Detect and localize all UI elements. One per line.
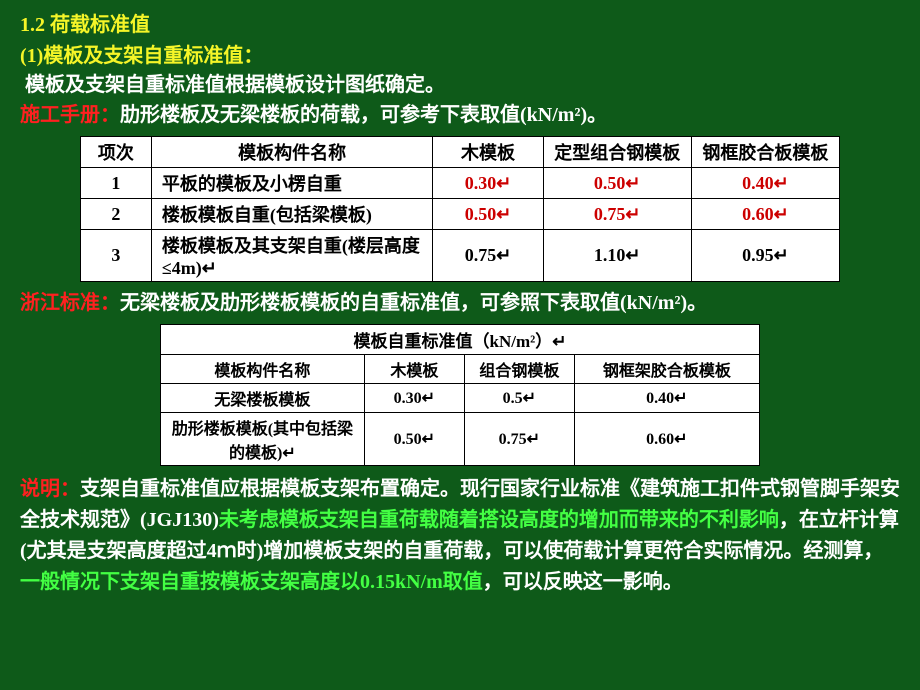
table1-header-row: 项次 模板构件名称 木模板 定型组合钢模板 钢框胶合板模板 — [81, 137, 840, 168]
t1-h0: 项次 — [81, 137, 152, 168]
table-row: 无梁楼板模板 0.30↵ 0.5↵ 0.40↵ — [161, 384, 760, 413]
manual-label: 施工手册： — [20, 104, 120, 126]
t1-h4: 钢框胶合板模板 — [691, 137, 839, 168]
section-number: 1.2 荷载标准值 — [20, 8, 900, 37]
t2-r1-c1: 0.50↵ — [364, 413, 464, 466]
table2-header-row: 模板构件名称 木模板 组合钢模板 钢框架胶合板模板 — [161, 355, 760, 384]
t1-r2-c2: 1.10↵ — [543, 230, 691, 282]
t1-r1-name: 楼板模板自重(包括梁模板) — [151, 199, 433, 230]
table-row: 肋形楼板模板(其中包括梁的模板)↵ 0.50↵ 0.75↵ 0.60↵ — [161, 413, 760, 466]
t1-r0-c2: 0.50↵ — [543, 168, 691, 199]
t1-h2: 木模板 — [433, 137, 543, 168]
note-jgj: (JGJ130) — [140, 509, 219, 531]
table2: 模板构件名称 木模板 组合钢模板 钢框架胶合板模板 无梁楼板模板 0.30↵ 0… — [160, 354, 760, 466]
t1-r0-c1: 0.30↵ — [433, 168, 543, 199]
t2-r0-c1: 0.30↵ — [364, 384, 464, 413]
desc-text: 模板及支架自重标准值根据模板设计图纸确定。 — [25, 74, 445, 96]
desc-line: 模板及支架自重标准值根据模板设计图纸确定。 — [20, 70, 900, 100]
note-part5: ，可以反映这一影响。 — [483, 571, 683, 593]
t1-r0-c3: 0.40↵ — [691, 168, 839, 199]
note-paragraph: 说明：支架自重标准值应根据模板支架布置确定。现行国家行业标准《建筑施工扣件式钢管… — [20, 474, 900, 598]
t2-r1-name: 肋形楼板模板(其中包括梁的模板)↵ — [161, 413, 365, 466]
t2-r0-name: 无梁楼板模板 — [161, 384, 365, 413]
note-part4: 一般情况下支架自重按模板支架高度以0.15kN/m取值 — [20, 571, 483, 593]
t1-r2-c3: 0.95↵ — [691, 230, 839, 282]
zj-text: 无梁楼板及肋形楼板模板的自重标准值，可参照下表取值(kN/m²)。 — [120, 292, 707, 314]
t1-r0-idx: 1 — [81, 168, 152, 199]
t2-h3: 钢框架胶合板模板 — [574, 355, 759, 384]
t1-r2-idx: 3 — [81, 230, 152, 282]
t2-r0-c3: 0.40↵ — [574, 384, 759, 413]
table-row: 1 平板的模板及小楞自重 0.30↵ 0.50↵ 0.40↵ — [81, 168, 840, 199]
manual-text: 肋形楼板及无梁楼板的荷载，可参考下表取值(kN/m²)。 — [120, 104, 607, 126]
t1-h3: 定型组合钢模板 — [543, 137, 691, 168]
t2-r1-c3: 0.60↵ — [574, 413, 759, 466]
t2-h2: 组合钢模板 — [465, 355, 575, 384]
t1-r1-idx: 2 — [81, 199, 152, 230]
t2-h1: 木模板 — [364, 355, 464, 384]
zj-line: 浙江标准：无梁楼板及肋形楼板模板的自重标准值，可参照下表取值(kN/m²)。 — [20, 288, 900, 318]
t2-h0: 模板构件名称 — [161, 355, 365, 384]
t2-r0-c2: 0.5↵ — [465, 384, 575, 413]
table1: 项次 模板构件名称 木模板 定型组合钢模板 钢框胶合板模板 1 平板的模板及小楞… — [80, 136, 840, 282]
subtitle: (1)模板及支架自重标准值： — [20, 39, 900, 68]
t1-r1-c3: 0.60↵ — [691, 199, 839, 230]
zj-label: 浙江标准： — [20, 292, 120, 314]
t1-r2-c1: 0.75↵ — [433, 230, 543, 282]
t1-r0-name: 平板的模板及小楞自重 — [151, 168, 433, 199]
t1-r1-c1: 0.50↵ — [433, 199, 543, 230]
note-part2: 未考虑模板支架自重荷载随着搭设高度的增加而带来的不利影响 — [219, 509, 779, 531]
table2-container: 模板自重标准值（kN/m²）↵ 模板构件名称 木模板 组合钢模板 钢框架胶合板模… — [160, 324, 760, 466]
manual-line: 施工手册：肋形楼板及无梁楼板的荷载，可参考下表取值(kN/m²)。 — [20, 100, 900, 130]
table-row: 3 楼板模板及其支架自重(楼层高度≤4m)↵ 0.75↵ 1.10↵ 0.95↵ — [81, 230, 840, 282]
t1-r1-c2: 0.75↵ — [543, 199, 691, 230]
table-row: 2 楼板模板自重(包括梁模板) 0.50↵ 0.75↵ 0.60↵ — [81, 199, 840, 230]
t2-r1-c2: 0.75↵ — [465, 413, 575, 466]
table2-caption: 模板自重标准值（kN/m²）↵ — [160, 324, 760, 354]
table1-container: 项次 模板构件名称 木模板 定型组合钢模板 钢框胶合板模板 1 平板的模板及小楞… — [80, 136, 840, 282]
note-label: 说明： — [20, 478, 80, 500]
t1-r2-name: 楼板模板及其支架自重(楼层高度≤4m)↵ — [151, 230, 433, 282]
t1-h1: 模板构件名称 — [151, 137, 433, 168]
